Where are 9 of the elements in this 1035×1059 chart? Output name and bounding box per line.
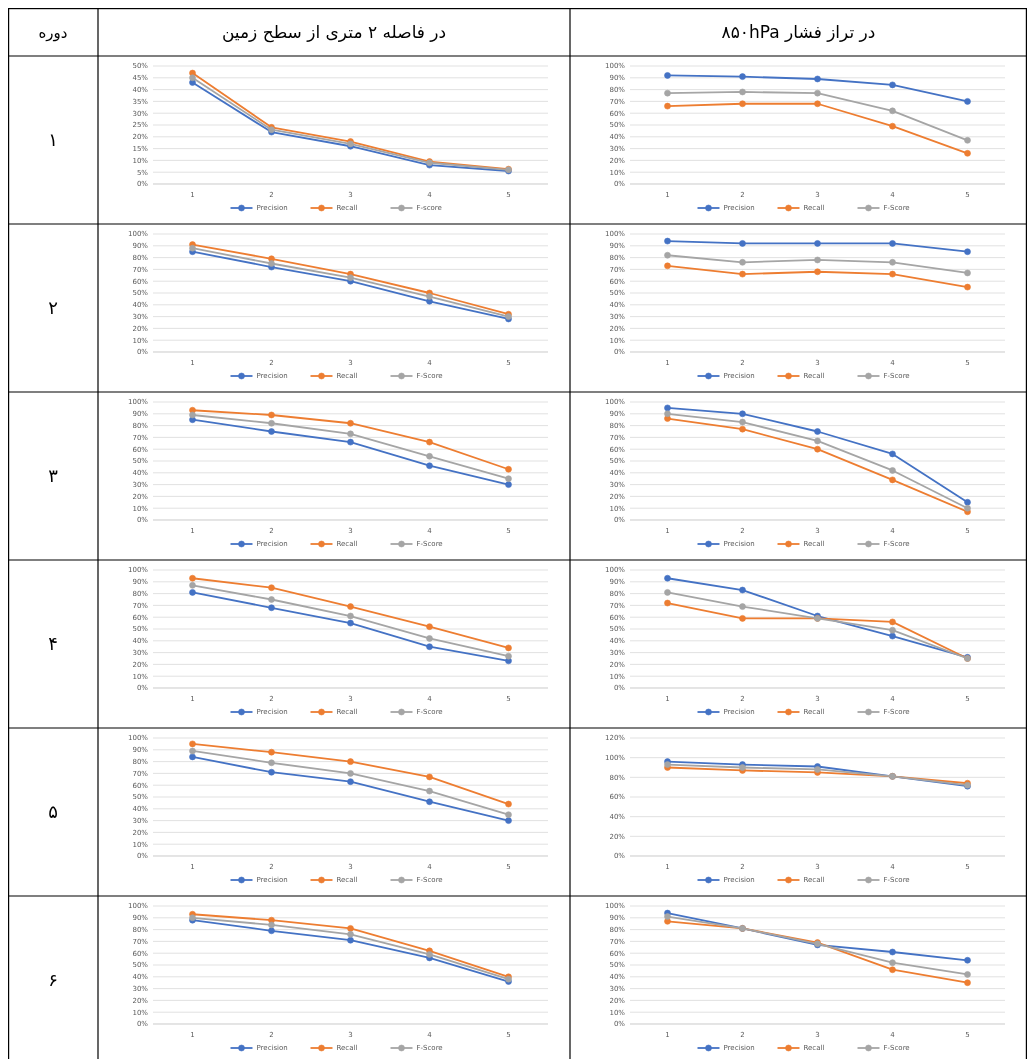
y-axis-title: ۳ [48,465,59,486]
text: دوره [38,24,68,42]
chart-title: در فاصله ۲ متری از سطح زمین [221,22,447,43]
y-axis-title: ۴ [48,633,58,654]
y-axis-title: ۱ [48,129,58,150]
chart-title: در تراز فشار ۸۵۰hPa [721,22,876,42]
y-axis-title: ۵ [48,801,58,822]
y-axis-title: ۲ [48,297,58,318]
y-axis-title: ۶ [48,969,58,990]
